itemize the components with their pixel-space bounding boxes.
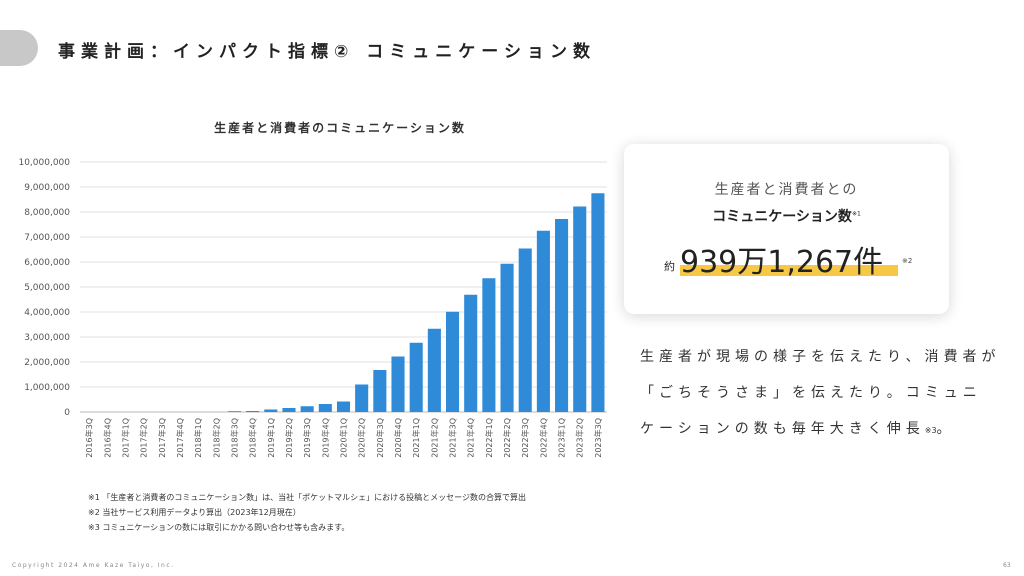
x-tick-label: 2017年4Q: [175, 418, 185, 458]
y-tick-label: 5,000,000: [24, 283, 70, 293]
stat-value: 939万1,267件: [680, 245, 884, 280]
x-tick-label: 2018年2Q: [211, 418, 221, 458]
x-tick-label: 2016年3Q: [84, 418, 94, 458]
x-tick-label: 2019年3Q: [302, 418, 312, 458]
x-tick-label: 2023年1Q: [557, 418, 567, 458]
y-tick-label: 6,000,000: [24, 258, 70, 268]
x-tick-label: 2019年1Q: [266, 418, 276, 458]
description-line3-end: 。: [936, 421, 956, 437]
bar: [555, 219, 569, 412]
x-tick-label: 2019年4Q: [320, 418, 330, 458]
bar: [464, 294, 478, 412]
stat-card: 生産者と消費者との コミュニケーション数※1 約 939万1,267件 ※2: [624, 144, 949, 314]
bar: [500, 263, 514, 412]
x-tick-label: 2021年2Q: [429, 418, 439, 458]
bar: [391, 356, 405, 412]
footnote-2: ※2 当社サービス利用データより算出（2023年12月現在）: [88, 508, 301, 517]
description-line1: 生産者が現場の様子を伝えたり、消費者が: [640, 349, 1001, 365]
bar: [591, 193, 605, 412]
page-number: 63: [1003, 562, 1011, 569]
x-tick-label: 2023年2Q: [575, 418, 585, 458]
x-tick-label: 2022年1Q: [484, 418, 494, 458]
y-tick-label: 3,000,000: [24, 333, 70, 343]
x-tick-label: 2017年1Q: [120, 418, 130, 458]
y-tick-label: 8,000,000: [24, 208, 70, 218]
bar: [573, 206, 587, 412]
bar: [227, 411, 242, 412]
bar-chart: 0 1,000,000 2,000,000 3,000,000 4,000,000 5,0…: [18, 158, 607, 458]
bar: [427, 328, 441, 412]
stat-prefix: 約: [664, 260, 675, 273]
bar: [373, 370, 387, 412]
bar: [282, 408, 296, 412]
bar: [409, 342, 423, 412]
stat-card-line1: 生産者と消費者との: [714, 182, 859, 198]
x-tick-label: 2022年3Q: [520, 418, 530, 458]
x-tick-label: 2022年2Q: [502, 418, 512, 458]
description-line3-note: ※3: [924, 426, 937, 435]
bar: [246, 411, 260, 412]
y-tick-label: 4,000,000: [24, 308, 70, 318]
stat-card-line2-note: ※1: [851, 210, 861, 218]
x-tick-label: 2016年4Q: [102, 418, 112, 458]
stat-highlight-bar: [680, 265, 898, 276]
bar: [264, 409, 278, 412]
stat-note: ※2: [902, 257, 913, 265]
bar: [536, 230, 550, 412]
page-title: 事業計画：インパクト指標② コミュニケーション数: [58, 42, 596, 62]
y-tick-label: 7,000,000: [24, 233, 70, 243]
x-tick-label: 2021年1Q: [411, 418, 421, 458]
description-line3: ケーションの数も毎年大きく伸長※3。: [640, 417, 990, 453]
bar: [445, 311, 460, 412]
x-tick-label: 2018年3Q: [229, 418, 239, 458]
x-tick-label: 2018年1Q: [193, 418, 203, 458]
copyright: Copyright 2024 Ame Kaze Taiyo, Inc.: [12, 562, 175, 569]
x-tick-label: 2020年3Q: [375, 418, 385, 458]
x-tick-label: 2020年1Q: [339, 418, 349, 458]
stat-card-line2: コミュニケーション数※1: [624, 206, 949, 226]
x-tick-label: 2020年4Q: [393, 418, 403, 458]
x-tick-label: 2023年3Q: [593, 418, 603, 458]
x-tick-label: 2017年2Q: [139, 418, 149, 458]
bar: [336, 401, 351, 412]
x-tick-label: 2020年2Q: [357, 418, 367, 458]
bar: [355, 384, 369, 412]
x-tick-label: 2018年4Q: [248, 418, 258, 458]
y-tick-label: 2,000,000: [24, 358, 70, 368]
y-tick-label: 10,000,000: [18, 158, 70, 168]
description: 生産者が現場の様子を伝えたり、消費者が 「ごちそうさま」を伝えたり。コミュニ ケ…: [640, 345, 1001, 453]
description-line3-text: ケーションの数も毎年大きく伸長: [640, 421, 925, 437]
bar: [482, 278, 496, 412]
footnote-3: ※3 コミュニケーションの数には取引にかかる問い合わせ等も含みます。: [88, 523, 350, 532]
bar: [518, 248, 532, 412]
bar: [318, 404, 332, 412]
footnotes: ※1 「生産者と消費者のコミュニケーション数」は、当社「ポケットマルシェ」におけ…: [88, 490, 526, 535]
x-tick-label: 2021年4Q: [466, 418, 476, 458]
x-tick-label: 2019年2Q: [284, 418, 294, 458]
y-tick-label: 0: [64, 408, 70, 418]
chart-title: 生産者と消費者のコミュニケーション数: [214, 121, 466, 135]
footnote-1: ※1 「生産者と消費者のコミュニケーション数」は、当社「ポケットマルシェ」におけ…: [88, 493, 527, 502]
bar: [300, 406, 314, 412]
y-tick-label: 1,000,000: [24, 383, 70, 393]
header-tab-mark: [0, 30, 38, 66]
x-tick-label: 2017年3Q: [157, 418, 167, 458]
y-tick-label: 9,000,000: [24, 183, 70, 193]
x-tick-label: 2022年4Q: [538, 418, 548, 458]
stat-card-line2-text: コミュニケーション数: [712, 209, 852, 225]
description-line2: 「ごちそうさま」を伝えたり。コミュニ: [640, 385, 982, 401]
x-tick-label: 2021年3Q: [448, 418, 458, 458]
